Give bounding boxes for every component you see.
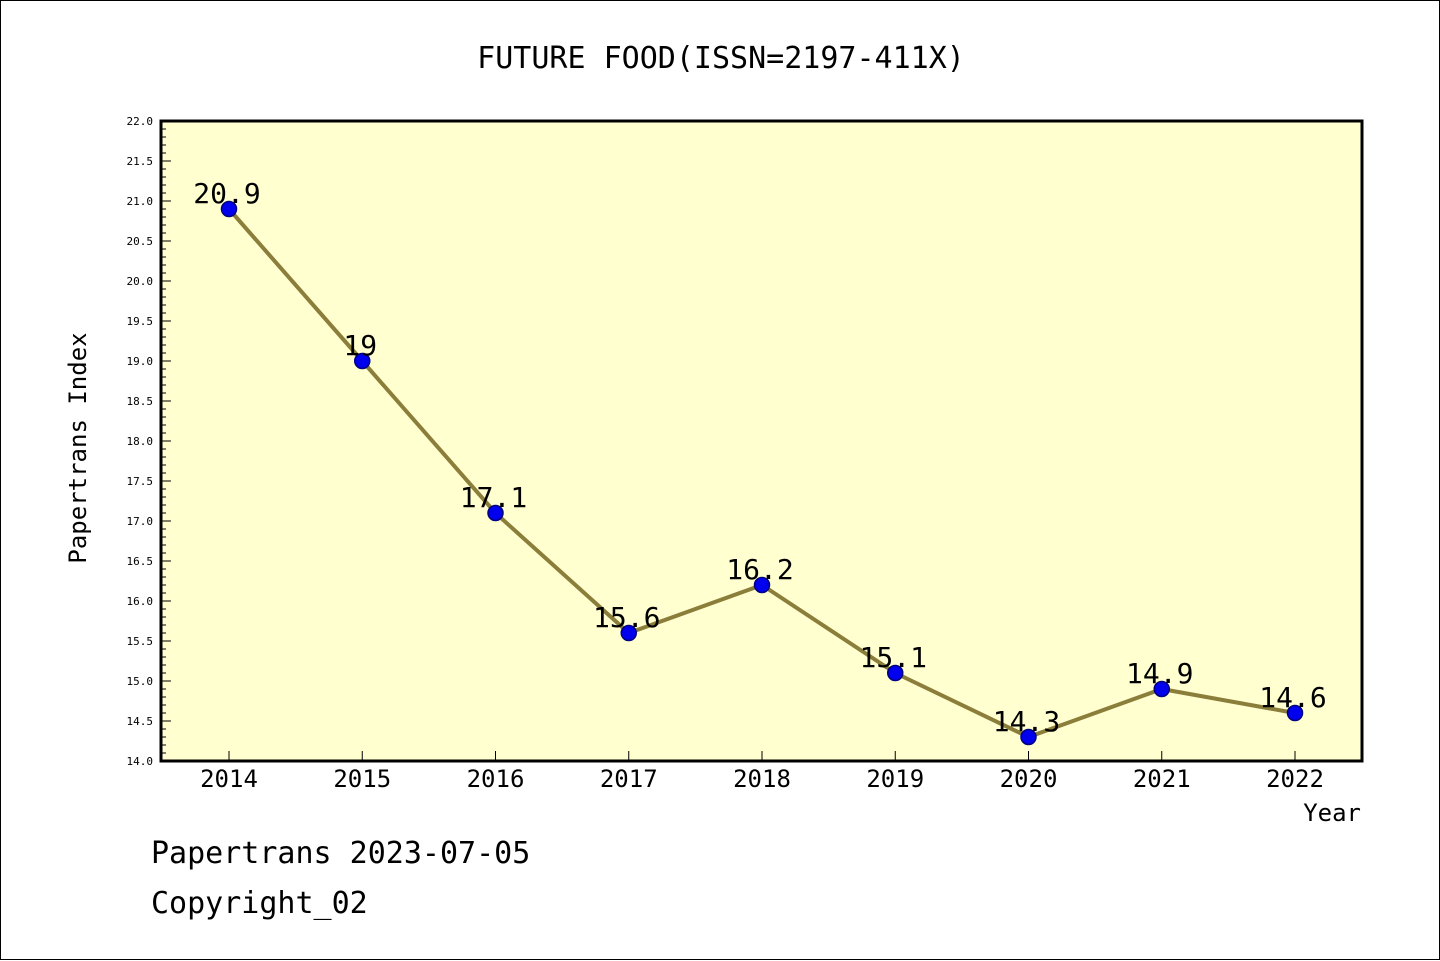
- footer-date: Papertrans 2023-07-05: [151, 836, 531, 871]
- data-point: [220, 200, 238, 218]
- data-point: [753, 576, 771, 594]
- data-label: 16.2: [726, 553, 793, 586]
- y-tick-label: 19.0: [127, 355, 154, 368]
- y-tick-label: 16.5: [127, 555, 154, 568]
- data-label: 14.3: [993, 705, 1060, 738]
- chart-title: FUTURE FOOD(ISSN=2197-411X): [477, 41, 965, 76]
- x-tick-label: 2020: [1000, 765, 1058, 793]
- data-labels: 20.9 19 17.1 15.6 16.2 15.1 14.3 14.9 14.6: [193, 177, 1326, 738]
- x-tick-label: 2018: [733, 765, 791, 793]
- y-tick-label: 19.5: [127, 315, 154, 328]
- data-point: [887, 664, 904, 682]
- y-tick-label: 21.0: [127, 195, 154, 208]
- y-tick-label: 14.5: [127, 715, 154, 728]
- y-tick-label: 15.0: [127, 675, 154, 688]
- y-tick-label: 17.0: [127, 515, 154, 528]
- x-tick-label: 2022: [1266, 765, 1324, 793]
- y-tick-label: 18.5: [127, 395, 154, 408]
- data-label: 17.1: [460, 481, 527, 514]
- y-tick-label: 14.0: [127, 755, 154, 768]
- y-tick-label: 17.5: [127, 475, 154, 488]
- x-tick-label: 2021: [1133, 765, 1191, 793]
- x-tick-label: 2014: [200, 765, 258, 793]
- data-point: [1153, 680, 1170, 698]
- data-point: [487, 504, 504, 522]
- x-tick-label: 2016: [467, 765, 525, 793]
- y-tick-label: 21.5: [127, 155, 154, 168]
- y-tick-label: 15.5: [127, 635, 154, 648]
- data-point: [1286, 704, 1304, 722]
- data-label: 15.1: [860, 641, 927, 674]
- y-tick-label: 18.0: [127, 435, 154, 448]
- y-tick-label: 22.0: [127, 115, 154, 128]
- data-point: [1020, 728, 1037, 746]
- y-axis: 14.0 14.5 15.0 15.5 16.0 16.5 17.0 17.5 18.0 18.5…: [127, 115, 171, 768]
- y-tick-label: 20.0: [127, 275, 154, 288]
- y-tick-label: 20.5: [127, 235, 154, 248]
- y-axis-label: Papertrans Index: [64, 332, 92, 563]
- x-tick-label: 2015: [333, 765, 391, 793]
- data-label: 15.6: [593, 601, 660, 634]
- data-label: 20.9: [193, 177, 260, 210]
- data-point: [620, 624, 637, 642]
- data-label: 14.9: [1126, 657, 1193, 690]
- x-tick-label: 2019: [866, 765, 924, 793]
- x-axis-label: Year: [1303, 799, 1361, 827]
- data-point: [354, 352, 371, 370]
- data-label: 19: [343, 329, 377, 362]
- footer-copyright: Copyright_02: [151, 886, 368, 921]
- x-tick-label: 2017: [600, 765, 658, 793]
- y-tick-label: 16.0: [127, 595, 154, 608]
- data-label: 14.6: [1259, 681, 1326, 714]
- plot-area: [159, 119, 1364, 763]
- series-layer: [220, 200, 1304, 746]
- x-axis: 2014 2015 2016 2017 2018 2019 2020 2021 2022: [200, 751, 1324, 793]
